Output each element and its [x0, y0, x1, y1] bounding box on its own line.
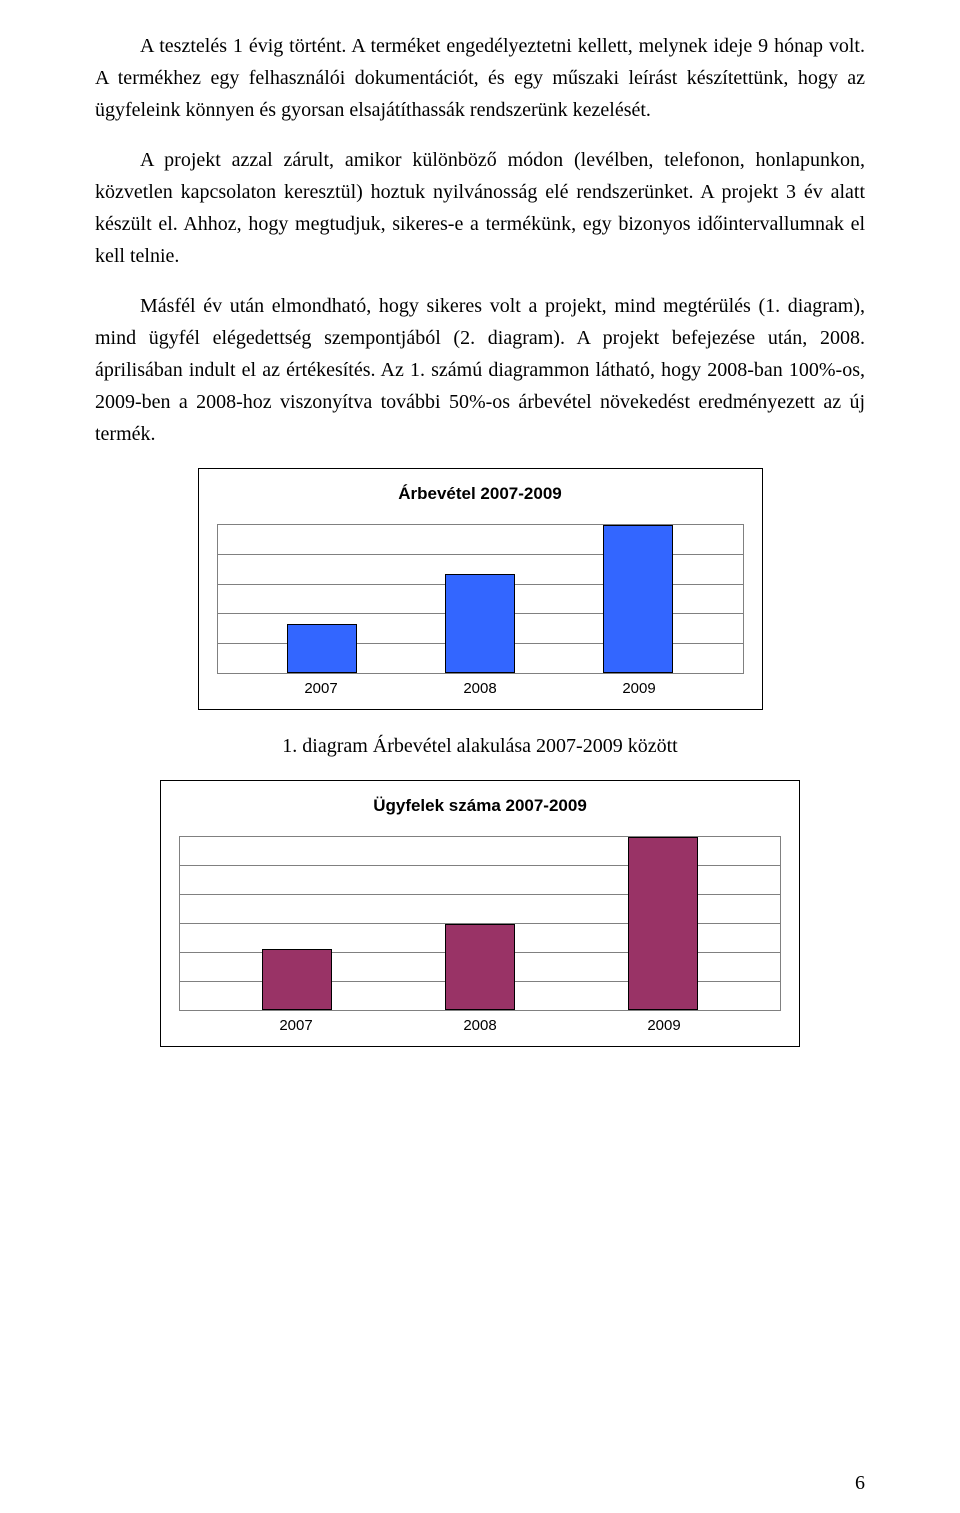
- customers-chart-title: Ügyfelek száma 2007-2009: [179, 796, 781, 816]
- revenue-chart-plot: [217, 524, 744, 674]
- x-axis-label: 2008: [445, 680, 515, 697]
- paragraph-3: Másfél év után elmondható, hogy sikeres …: [95, 290, 865, 450]
- chart-bar: [262, 949, 332, 1010]
- customers-chart-plot: [179, 836, 781, 1011]
- x-axis-label: 2008: [445, 1017, 515, 1034]
- figure-1-caption: 1. diagram Árbevétel alakulása 2007-2009…: [95, 735, 865, 758]
- customers-chart-xaxis: 2007 2008 2009: [179, 1011, 781, 1034]
- chart-bar: [445, 574, 515, 673]
- chart-bar: [287, 624, 357, 673]
- x-axis-label: 2009: [629, 1017, 699, 1034]
- chart-bar: [603, 525, 673, 673]
- revenue-chart: Árbevétel 2007-2009 2007 2008 2009: [198, 468, 763, 710]
- revenue-chart-xaxis: 2007 2008 2009: [217, 674, 744, 697]
- chart-bar: [628, 837, 698, 1010]
- paragraph-2: A projekt azzal zárult, amikor különböző…: [95, 144, 865, 272]
- paragraph-1: A tesztelés 1 évig történt. A terméket e…: [95, 30, 865, 126]
- chart-bar: [445, 924, 515, 1011]
- page-number: 6: [855, 1472, 865, 1495]
- x-axis-label: 2009: [604, 680, 674, 697]
- x-axis-label: 2007: [261, 1017, 331, 1034]
- revenue-chart-title: Árbevétel 2007-2009: [217, 484, 744, 504]
- customers-chart: Ügyfelek száma 2007-2009 2007 2008 2009: [160, 780, 800, 1047]
- x-axis-label: 2007: [286, 680, 356, 697]
